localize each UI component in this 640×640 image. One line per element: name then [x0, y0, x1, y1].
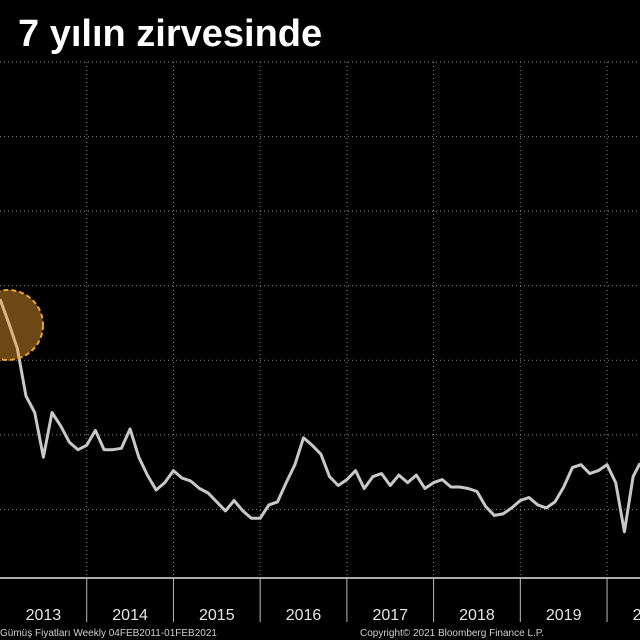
price-line: [0, 298, 640, 534]
x-tick-label: 2015: [199, 607, 235, 624]
footer-copyright: Copyright© 2021 Bloomberg Finance L.P.: [360, 628, 544, 639]
x-tick-label: 2016: [286, 607, 322, 624]
x-tick-label: 2014: [112, 607, 148, 624]
x-axis-labels: 2013 2014 2015 2016 2017 2018 2019 2020: [26, 578, 640, 624]
x-tick-label: 2020: [633, 607, 640, 624]
plot-area: [0, 298, 640, 534]
chart-title: 7 yılın zirvesinde: [18, 13, 322, 55]
highlight-circle: [0, 289, 44, 361]
footer-source: Gümüş Fiyatları Weekly 04FEB2011-01FEB20…: [0, 628, 217, 639]
grid: [0, 61, 640, 578]
x-tick-label: 2018: [459, 607, 495, 624]
x-tick-label: 2013: [26, 607, 62, 624]
x-tick-label: 2019: [546, 607, 582, 624]
x-tick-label: 2017: [372, 607, 408, 624]
